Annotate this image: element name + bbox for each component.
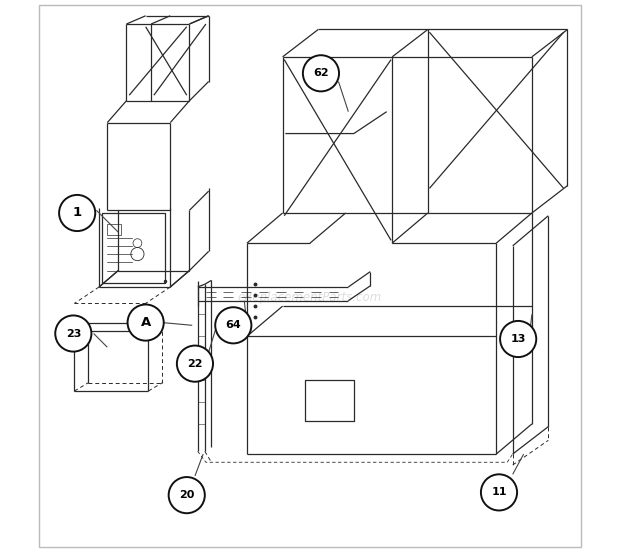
- Circle shape: [177, 346, 213, 382]
- Circle shape: [481, 474, 517, 511]
- Text: 64: 64: [226, 320, 241, 330]
- Text: eReplacementParts.com: eReplacementParts.com: [238, 291, 382, 304]
- Circle shape: [500, 321, 536, 357]
- Text: 23: 23: [66, 328, 81, 338]
- Text: 1: 1: [73, 206, 82, 220]
- Circle shape: [215, 307, 251, 343]
- Text: A: A: [141, 316, 151, 329]
- Bar: [107, 224, 121, 235]
- Circle shape: [303, 55, 339, 92]
- Text: 13: 13: [510, 334, 526, 344]
- Text: 62: 62: [313, 68, 329, 78]
- Circle shape: [59, 195, 95, 231]
- Circle shape: [128, 305, 164, 341]
- Circle shape: [169, 477, 205, 513]
- Text: 11: 11: [491, 487, 507, 497]
- Text: 22: 22: [187, 359, 203, 369]
- Circle shape: [55, 315, 91, 352]
- Text: 20: 20: [179, 490, 195, 500]
